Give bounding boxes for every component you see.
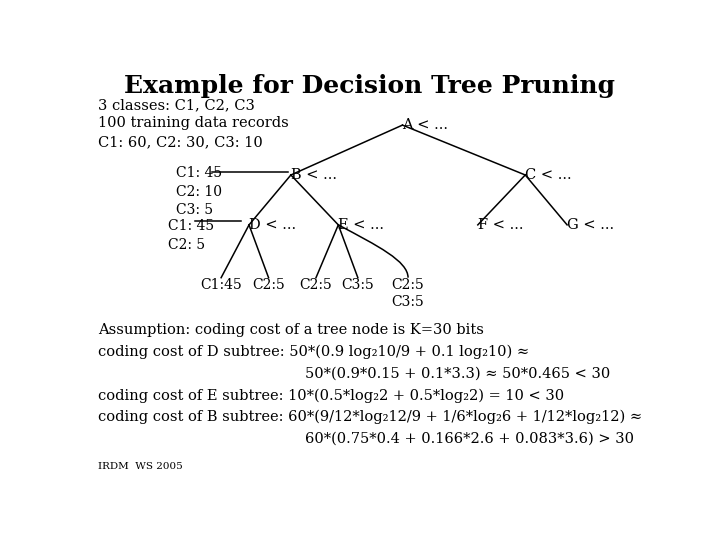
Text: C2:5
C3:5: C2:5 C3:5 xyxy=(392,278,424,309)
Text: coding cost of E subtree: 10*(0.5*log₂2 + 0.5*log₂2) = 10 < 30: coding cost of E subtree: 10*(0.5*log₂2 … xyxy=(99,388,564,403)
Text: C1: 45
C2: 5: C1: 45 C2: 5 xyxy=(168,219,215,252)
Text: A < ...: A < ... xyxy=(402,118,449,132)
Text: E < ...: E < ... xyxy=(338,218,384,232)
Text: F < ...: F < ... xyxy=(478,218,523,232)
Text: C < ...: C < ... xyxy=(526,168,572,182)
Text: 50*(0.9*0.15 + 0.1*3.3) ≈ 50*0.465 < 30: 50*(0.9*0.15 + 0.1*3.3) ≈ 50*0.465 < 30 xyxy=(305,367,610,381)
Text: Assumption: coding cost of a tree node is K=30 bits: Assumption: coding cost of a tree node i… xyxy=(99,323,485,338)
Text: IRDM  WS 2005: IRDM WS 2005 xyxy=(99,462,183,471)
Text: C3:5: C3:5 xyxy=(341,278,374,292)
Text: D < ...: D < ... xyxy=(249,218,296,232)
Text: 60*(0.75*0.4 + 0.166*2.6 + 0.083*3.6) > 30: 60*(0.75*0.4 + 0.166*2.6 + 0.083*3.6) > … xyxy=(305,431,634,446)
Text: C2:5: C2:5 xyxy=(300,278,333,292)
Text: coding cost of B subtree: 60*(9/12*log₂12/9 + 1/6*log₂6 + 1/12*log₂12) ≈: coding cost of B subtree: 60*(9/12*log₂1… xyxy=(99,410,642,424)
Text: 3 classes: C1, C2, C3
100 training data records
C1: 60, C2: 30, C3: 10: 3 classes: C1, C2, C3 100 training data … xyxy=(99,98,289,149)
Text: C2:5: C2:5 xyxy=(252,278,285,292)
Text: B < ...: B < ... xyxy=(291,168,337,182)
Text: Example for Decision Tree Pruning: Example for Decision Tree Pruning xyxy=(124,74,614,98)
Text: C1:45: C1:45 xyxy=(200,278,242,292)
Text: C1: 45
C2: 10
C3: 5: C1: 45 C2: 10 C3: 5 xyxy=(176,166,222,217)
Text: G < ...: G < ... xyxy=(567,218,614,232)
Text: coding cost of D subtree: 50*(0.9 log₂10/9 + 0.1 log₂10) ≈: coding cost of D subtree: 50*(0.9 log₂10… xyxy=(99,345,529,360)
